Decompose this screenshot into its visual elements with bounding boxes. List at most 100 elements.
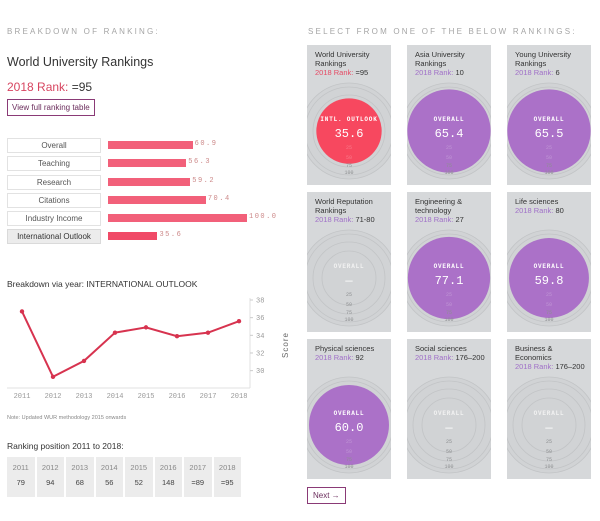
pillar-row: Teaching 56.3 [7, 155, 297, 173]
ranking-position-cell: 2012 94 [36, 457, 64, 497]
card-rank: 2018 Rank: 176–200 [415, 353, 487, 362]
score-ring [507, 376, 591, 474]
card-rank-label: 2018 Rank: [415, 215, 456, 224]
card-rank-value: 92 [355, 353, 364, 362]
data-point[interactable] [205, 330, 211, 335]
card-name: Life sciences [515, 197, 559, 206]
pillar-button[interactable]: Citations [7, 192, 101, 208]
score-value: — [544, 421, 553, 435]
ranking-card[interactable]: 25 50 75 100 OVERALL 77.1 Engineering & techno… [407, 192, 491, 332]
ring-label: 100 [544, 170, 553, 176]
ranking-position-cell: 2017 =89 [184, 457, 212, 497]
score-ring [307, 86, 391, 176]
metric-label: OVERALL [534, 263, 565, 270]
ranking-position-cell: 2013 68 [66, 457, 94, 497]
ranking-card[interactable]: 25 50 75 100 OVERALL 60.0 Physical sciences 201… [307, 339, 391, 479]
y-tick-label: 30 [256, 368, 264, 376]
metric-label: OVERALL [334, 263, 365, 270]
ring-label: 75 [446, 163, 452, 169]
score-value: 65.5 [535, 127, 564, 141]
card-rank-label: 2018 Rank: [315, 215, 356, 224]
metric-label: OVERALL [534, 410, 565, 417]
card-name: Asia University Rankings [415, 50, 465, 68]
data-point[interactable] [236, 318, 242, 324]
card-title: World Reputation Rankings 2018 Rank: 71-8… [315, 197, 387, 224]
ranking-card[interactable]: 25 50 75 100 OVERALL 59.8 Life sciences 2018 Ra… [507, 192, 591, 332]
next-button[interactable]: Next → [307, 487, 346, 504]
card-rank-label: 2018 Rank: [515, 68, 556, 77]
card-name: Social sciences [415, 344, 467, 353]
ranking-card[interactable]: 25 50 75 100 INTL. OUTLOOK 35.6 World Universi… [307, 45, 391, 185]
ring-label: 50 [446, 449, 452, 455]
score-value: — [344, 274, 353, 288]
card-rank-value: 80 [555, 206, 564, 215]
score-ring [312, 241, 386, 315]
ring-label: 100 [344, 317, 353, 323]
score-ring [407, 380, 491, 470]
data-point[interactable] [143, 325, 149, 330]
ring-label: 25 [346, 439, 352, 445]
ring-label: 25 [346, 292, 352, 298]
card-rank-value: 176–200 [455, 353, 485, 362]
data-point[interactable] [174, 334, 180, 339]
ranking-card[interactable]: 25 50 75 100 OVERALL — World Reputation Rankin… [307, 192, 391, 332]
card-rank-label: 2018 Rank: [315, 353, 356, 362]
pillar-button[interactable]: Teaching [7, 156, 101, 172]
ranking-position-cell: 2011 79 [7, 457, 35, 497]
pillar-value: 60.9 [194, 140, 218, 148]
data-point[interactable] [19, 309, 25, 314]
ring-label: 75 [346, 163, 352, 169]
y-tick-label: 38 [256, 298, 264, 306]
score-ring [407, 86, 491, 176]
score-ring [307, 233, 391, 323]
pillar-row: International Outlook 35.6 [7, 228, 297, 246]
score-ring [507, 233, 591, 323]
pillar-button[interactable]: Industry Income [7, 211, 101, 227]
metric-label: OVERALL [434, 263, 465, 270]
view-full-ranking-table-button[interactable]: View full ranking table [7, 99, 95, 116]
card-rank-label: 2018 Rank: [515, 362, 556, 371]
card-rank: 2018 Rank: 92 [315, 353, 387, 362]
card-title: Engineering & technology 2018 Rank: 27 [415, 197, 487, 224]
position-rank: 148 [161, 478, 175, 487]
ring-label: 75 [346, 457, 352, 463]
ring-label: 50 [346, 155, 352, 161]
pillar-list: Overall 60.9 Teaching 56.3 Research 59.2 Citat… [7, 137, 297, 247]
position-year: 2013 [71, 463, 89, 472]
ring-label: 75 [446, 457, 452, 463]
card-rank-value: 176–200 [555, 362, 585, 371]
ranking-card[interactable]: 25 50 75 100 OVERALL — Business & Economics 201… [507, 339, 591, 479]
data-point[interactable] [81, 358, 87, 364]
ring-label: 100 [544, 317, 553, 323]
score-value: 35.6 [335, 127, 364, 141]
methodology-note: Note: Updated WUR methodology 2015 onwar… [7, 415, 127, 421]
x-tick-label: 2011 [14, 393, 31, 400]
metric-label: INTL. OUTLOOK [320, 116, 377, 123]
data-point[interactable] [112, 330, 118, 335]
card-rank-label: 2018 Rank: [415, 353, 456, 362]
y-tick-label: 32 [256, 350, 264, 358]
ranking-card[interactable]: 25 50 75 100 OVERALL 65.5 Young University Ran… [507, 45, 591, 185]
ring-label: 100 [444, 170, 453, 176]
score-ring [512, 388, 586, 462]
card-name: Business & Economics [515, 344, 553, 362]
pillar-button[interactable]: International Outlook [7, 229, 101, 245]
pillar-button[interactable]: Research [7, 174, 101, 190]
position-rank: =95 [220, 478, 234, 487]
position-year: 2012 [41, 463, 59, 472]
card-title: World University Rankings 2018 Rank: =95 [315, 50, 387, 77]
pillar-button[interactable]: Overall [7, 138, 101, 153]
ranking-card[interactable]: 25 50 75 100 OVERALL 65.4 Asia University Rank… [407, 45, 491, 185]
score-ring [507, 86, 591, 176]
score-ring [407, 233, 491, 323]
ranking-card[interactable]: 25 50 75 100 OVERALL — Social sciences 2018 Ran… [407, 339, 491, 479]
pillar-value: 100.0 [249, 213, 278, 222]
rank-line: 2018 Rank: =95 [7, 80, 92, 94]
ring-label: 25 [446, 439, 452, 445]
ring-label: 75 [546, 310, 552, 316]
data-point[interactable] [50, 374, 56, 380]
